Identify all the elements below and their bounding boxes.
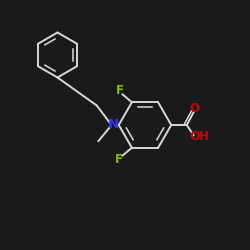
Text: F: F <box>115 153 123 166</box>
Text: N: N <box>108 118 119 132</box>
Text: OH: OH <box>189 130 209 143</box>
Text: O: O <box>189 102 199 116</box>
Text: F: F <box>116 84 124 97</box>
